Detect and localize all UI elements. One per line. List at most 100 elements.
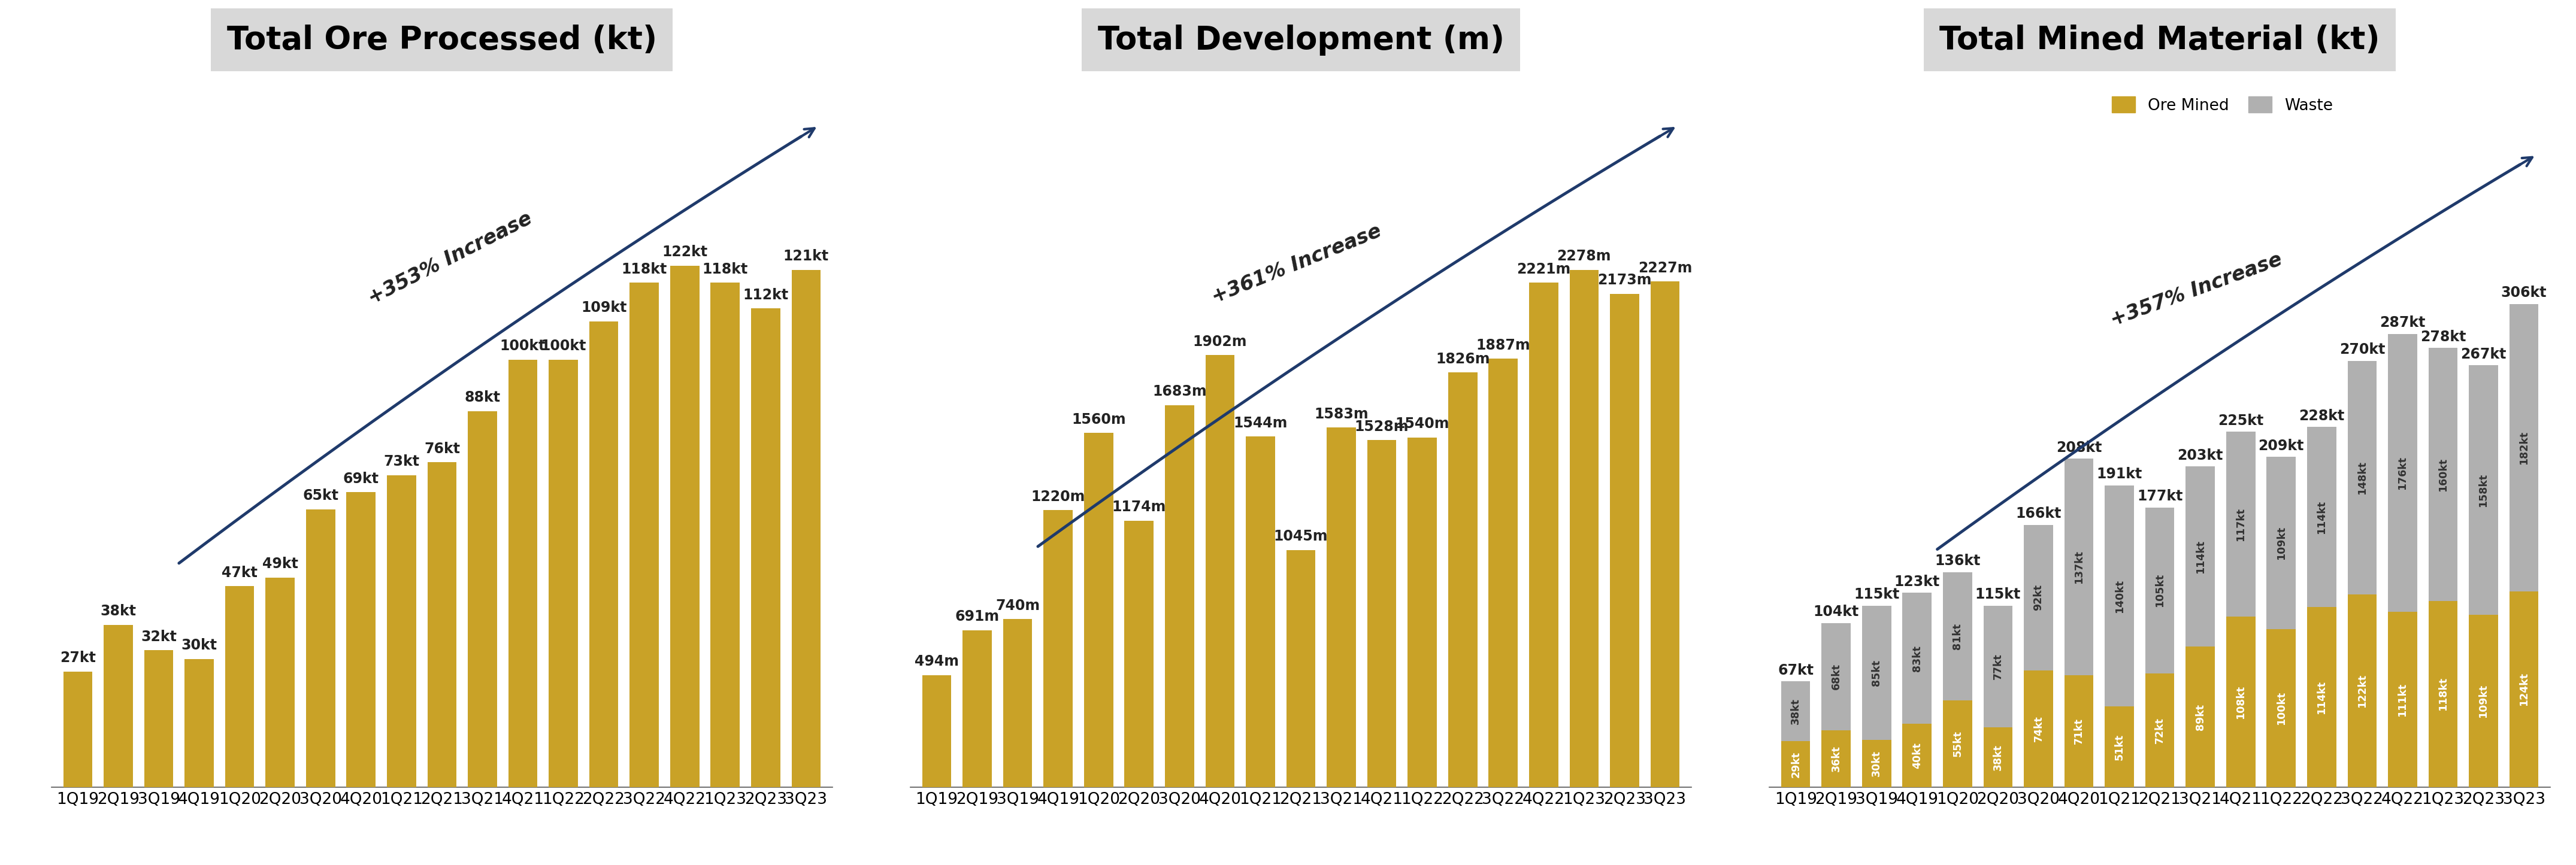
Text: 36kt: 36kt — [1832, 746, 1842, 772]
Text: 118kt: 118kt — [703, 262, 747, 277]
Bar — [2063, 458, 2094, 675]
Text: 740m: 740m — [994, 599, 1041, 612]
Text: 68kt: 68kt — [1832, 663, 1842, 689]
Bar — [1780, 741, 1811, 787]
Bar — [2388, 612, 2416, 787]
Bar — [1862, 605, 1891, 740]
Text: 115kt: 115kt — [1976, 587, 2020, 601]
Bar — [2184, 646, 2215, 787]
Bar — [1002, 619, 1033, 787]
Text: 51kt: 51kt — [2115, 734, 2125, 760]
Bar — [2267, 457, 2295, 629]
Title: Total Mined Material (kt): Total Mined Material (kt) — [1940, 24, 2380, 55]
Text: 2221m: 2221m — [1517, 262, 1571, 277]
Text: 114kt: 114kt — [2316, 500, 2326, 534]
Text: 124kt: 124kt — [2519, 672, 2530, 706]
Text: +357% Increase: +357% Increase — [2107, 250, 2285, 330]
Text: 32kt: 32kt — [142, 630, 178, 644]
Text: 1887m: 1887m — [1476, 338, 1530, 352]
Text: 121kt: 121kt — [783, 249, 829, 264]
Text: 136kt: 136kt — [1935, 554, 1981, 568]
Bar — [386, 475, 417, 787]
Text: 104kt: 104kt — [1814, 605, 1860, 619]
Bar — [144, 650, 173, 787]
Bar — [1327, 427, 1355, 787]
Bar — [103, 625, 134, 787]
Bar — [2146, 674, 2174, 787]
Text: 38kt: 38kt — [1790, 698, 1801, 725]
Text: +353% Increase: +353% Increase — [366, 208, 536, 308]
Text: 166kt: 166kt — [2014, 507, 2061, 521]
Text: 109kt: 109kt — [582, 300, 626, 315]
Text: 100kt: 100kt — [2275, 691, 2287, 725]
Text: 100kt: 100kt — [541, 339, 587, 353]
Text: 203kt: 203kt — [2177, 448, 2223, 463]
Bar — [1569, 270, 1600, 787]
Text: 176kt: 176kt — [2398, 456, 2409, 490]
Text: 81kt: 81kt — [1953, 623, 1963, 650]
Bar — [1780, 682, 1811, 741]
Bar — [2105, 485, 2133, 707]
Bar — [1904, 724, 1932, 787]
Text: 140kt: 140kt — [2115, 580, 2125, 612]
Bar — [922, 675, 951, 787]
Text: 38kt: 38kt — [1994, 744, 2004, 770]
Bar — [1984, 605, 2012, 727]
Bar — [711, 283, 739, 787]
Bar — [752, 309, 781, 787]
Text: 228kt: 228kt — [2298, 408, 2344, 423]
Text: 74kt: 74kt — [2032, 715, 2043, 742]
Text: 100kt: 100kt — [500, 339, 546, 353]
Text: 76kt: 76kt — [425, 441, 461, 456]
Text: 67kt: 67kt — [1777, 663, 1814, 677]
Bar — [469, 411, 497, 787]
Bar — [507, 360, 538, 787]
Bar — [2025, 525, 2053, 670]
Text: 49kt: 49kt — [263, 557, 299, 571]
Text: 111kt: 111kt — [2398, 682, 2409, 716]
Bar — [963, 631, 992, 787]
Bar — [1984, 727, 2012, 787]
Text: 1560m: 1560m — [1072, 413, 1126, 426]
Bar — [1489, 359, 1517, 787]
Text: 88kt: 88kt — [464, 390, 500, 405]
Text: 137kt: 137kt — [2074, 550, 2084, 584]
Bar — [1530, 283, 1558, 787]
Text: 89kt: 89kt — [2195, 704, 2205, 730]
Text: 270kt: 270kt — [2339, 343, 2385, 356]
Text: 109kt: 109kt — [2275, 526, 2287, 560]
Bar — [1862, 740, 1891, 787]
Bar — [2063, 675, 2094, 787]
Text: 47kt: 47kt — [222, 566, 258, 580]
Text: 109kt: 109kt — [2478, 684, 2488, 718]
Text: +361% Increase: +361% Increase — [1208, 221, 1386, 307]
Bar — [2429, 601, 2458, 787]
Text: 40kt: 40kt — [1911, 742, 1922, 769]
Text: 71kt: 71kt — [2074, 718, 2084, 744]
Text: 1220m: 1220m — [1030, 490, 1084, 503]
Text: 191kt: 191kt — [2097, 467, 2143, 482]
Bar — [629, 283, 659, 787]
Text: 73kt: 73kt — [384, 454, 420, 469]
Bar — [2468, 615, 2499, 787]
Text: 29kt: 29kt — [1790, 751, 1801, 778]
Bar — [345, 492, 376, 787]
Text: 72kt: 72kt — [2154, 717, 2166, 743]
Bar — [2347, 361, 2378, 594]
Text: 1683m: 1683m — [1151, 384, 1206, 399]
Text: 122kt: 122kt — [2357, 674, 2367, 708]
Text: 1540m: 1540m — [1396, 417, 1450, 431]
Bar — [1285, 550, 1316, 787]
Bar — [1164, 405, 1195, 787]
Text: 148kt: 148kt — [2357, 461, 2367, 494]
Bar — [590, 321, 618, 787]
Text: 158kt: 158kt — [2478, 473, 2488, 507]
Text: 267kt: 267kt — [2460, 347, 2506, 362]
Text: 1583m: 1583m — [1314, 407, 1368, 421]
Text: 225kt: 225kt — [2218, 413, 2264, 428]
Bar — [307, 509, 335, 787]
Text: 1045m: 1045m — [1273, 529, 1329, 543]
Bar — [1247, 437, 1275, 787]
Bar — [428, 462, 456, 787]
Bar — [64, 672, 93, 787]
